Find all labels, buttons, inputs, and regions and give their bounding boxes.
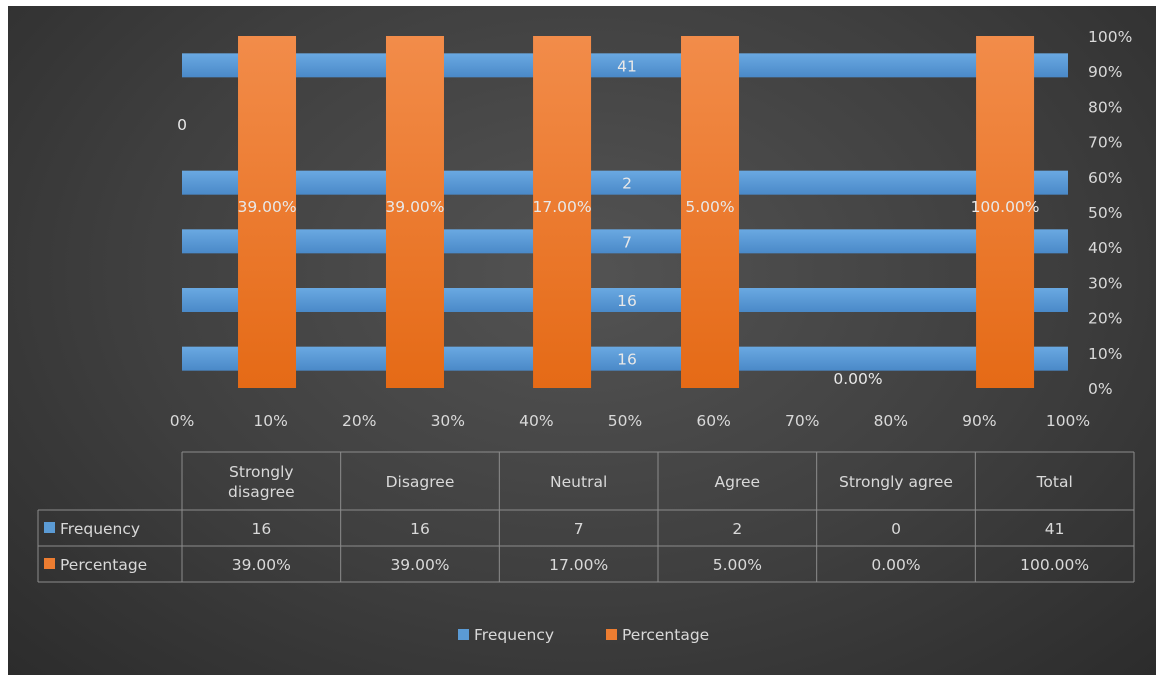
table-legend-key-frequency [44,522,55,533]
x-tick-label: 90% [962,412,996,430]
table-header-cell: Neutral [550,473,607,491]
table-row-label-frequency: Frequency [60,520,140,538]
table-cell: 16 [251,520,271,538]
x-tick-label: 60% [696,412,730,430]
percentage-bar-disagree [385,36,444,388]
axes: 0% 10% 20% 30% 40% 50% 60% 70% 80% 90% 100%0%10%20… [170,28,1133,430]
table-header-cell: Strongly disagree [228,463,295,501]
table-cell: 16 [410,520,430,538]
y-tick-label-right: 70% [1088,134,1122,152]
table-cell: 7 [574,520,584,538]
y-tick-label-right: 0% [1088,380,1113,398]
y-tick-label-right: 20% [1088,310,1122,328]
frequency-data-label-strongly-agree: 0 [177,116,187,134]
y-tick-label-right: 40% [1088,239,1122,257]
percentage-data-label-strongly-disagree: 39.00% [237,198,296,216]
data-table: Strongly disagree Disagree Neutral Agree Stro… [37,451,1135,583]
percentage-data-label-strongly-agree: 0.00% [833,370,882,388]
table-header-cell: Disagree [386,473,455,491]
x-tick-label: 100% [1046,412,1090,430]
y-tick-label-right: 60% [1088,169,1122,187]
y-tick-label-right: 50% [1088,204,1122,222]
table-cell: 0.00% [871,556,920,574]
legend-key-percentage [606,629,617,640]
table-row-label-percentage: Percentage [60,556,147,574]
percentage-data-label-neutral: 17.00% [533,198,592,216]
table-cell: 41 [1045,520,1065,538]
frequency-data-label-agree: 2 [622,175,632,193]
y-tick-label-right: 90% [1088,63,1122,81]
table-header-cell: Agree [715,473,761,491]
y-tick-label-right: 10% [1088,345,1122,363]
x-tick-label: 70% [785,412,819,430]
y-tick-label-right: 80% [1088,98,1122,116]
legend-label-frequency: Frequency [474,626,554,644]
frequency-data-label-disagree: 16 [617,292,637,310]
percentage-bars: 39.00% 39.00% 17.00% 5.00% 0.00% 100.00% [237,36,1040,388]
percentage-bar-neutral [533,36,592,388]
y-tick-label-right: 100% [1088,28,1132,46]
table-header-cell: Strongly agree [839,473,953,491]
x-tick-label: 40% [519,412,553,430]
frequency-data-label-total: 41 [617,57,637,75]
legend-label-percentage: Percentage [622,626,709,644]
table-cell: 17.00% [549,556,608,574]
table-legend-key-percentage [44,558,55,569]
percentage-data-label-disagree: 39.00% [385,198,444,216]
percentage-data-label-total: 100.00% [971,198,1040,216]
y-tick-label-right: 30% [1088,274,1122,292]
x-tick-label: 50% [608,412,642,430]
percentage-bar-agree [681,36,740,388]
table-cell: 2 [732,520,742,538]
x-tick-label: 20% [342,412,376,430]
legend: Frequency Percentage [458,626,709,644]
table-header-cell: Total [1036,473,1073,491]
percentage-bar-strongly-disagree [238,36,297,388]
table-cell: 39.00% [390,556,449,574]
frequency-data-label-strongly-disagree: 16 [617,351,637,369]
frequency-bar-strongly-disagree [182,346,1068,371]
x-tick-label: 30% [431,412,465,430]
x-tick-label: 80% [874,412,908,430]
legend-key-frequency [458,629,469,640]
percentage-bar-total [976,36,1035,388]
x-tick-label: 0% [170,412,195,430]
table-cell: 0 [891,520,901,538]
table-cell: 100.00% [1020,556,1089,574]
x-tick-label: 10% [253,412,287,430]
frequency-bar-disagree [182,288,1068,312]
table-cell: 39.00% [232,556,291,574]
frequency-data-label-neutral: 7 [622,233,632,251]
frequency-bar-agree [182,170,1068,195]
frequency-bars: 41 0 2 7 16 16 [177,53,1068,371]
frequency-bar-neutral [182,229,1068,254]
percentage-data-label-agree: 5.00% [685,198,734,216]
table-cell: 5.00% [713,556,762,574]
